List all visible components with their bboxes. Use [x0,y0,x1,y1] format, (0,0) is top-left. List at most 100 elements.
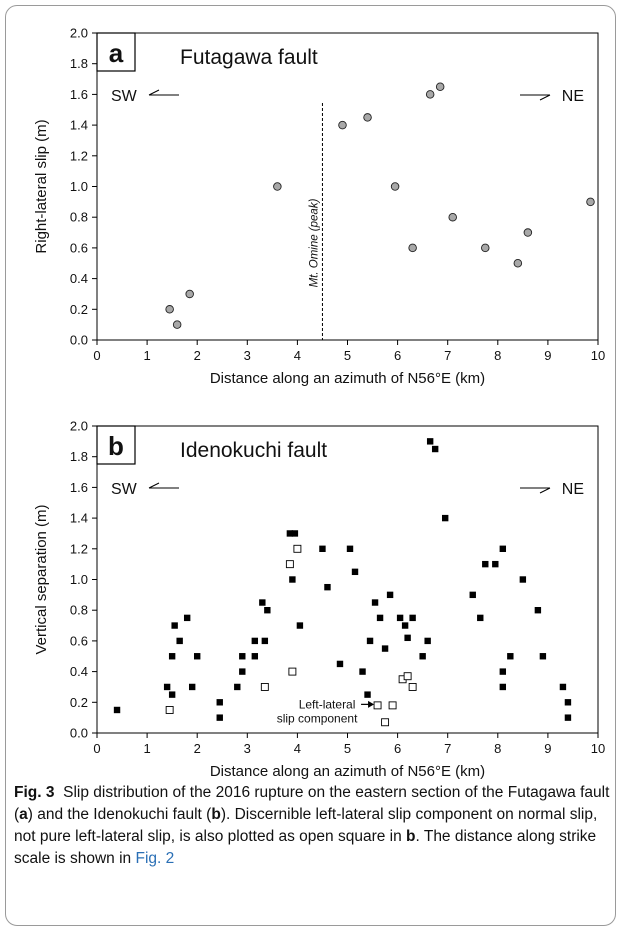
chart-panel-a: 0 1 2 3 4 5 6 7 8 9 10 0.0 0.2 0.4 0.6 0.8 1.0 1.2 1.4 1.6 1… [33,26,605,388]
x-axis-label: Distance along an azimuth of N56°E (km) [210,370,485,387]
direction-label-sw: SW [111,481,138,498]
data-point-vertical [291,530,299,537]
data-point-vertical [113,706,121,714]
data-point-slip [172,320,182,329]
y-tick-label: 1.2 [70,148,88,163]
y-tick-label: 0.8 [70,210,88,225]
data-point-vertical [346,545,354,552]
data-point-vertical [441,514,449,522]
caption-panel-b-2: b [406,828,416,845]
data-point-vertical [319,545,326,552]
panel-title: Futagawa fault [180,46,318,69]
x-tick-label: 8 [494,741,501,756]
data-point-vertical [171,622,178,629]
y-tick-label: 1.0 [70,179,88,194]
caption-text-1: Slip distribution of the 2016 rupture on… [14,784,610,823]
x-tick-label: 6 [394,741,401,756]
panel-label-box [96,32,136,72]
data-point-left-lateral [373,701,382,710]
data-point-slip [273,182,282,191]
data-point-vertical [409,614,416,622]
data-point-left-lateral [288,667,297,676]
data-point-vertical [426,438,434,445]
x-tick-label: 3 [244,741,251,756]
data-point-vertical [216,699,223,706]
data-point-vertical [539,653,547,660]
data-point-vertical [499,683,507,691]
y-tick-label: 1.8 [70,449,88,464]
data-point-slip [513,259,523,268]
caption-label: Fig. 3 [14,784,55,801]
data-point-vertical [534,607,542,614]
data-point-vertical [239,668,246,675]
data-point-vertical [482,560,489,568]
data-point-vertical [324,583,331,591]
x-axis-label: Distance along an azimuth of N56°E (km) [210,763,485,780]
data-point-vertical [289,576,296,583]
data-point-vertical [163,683,171,691]
data-point-vertical [168,653,176,660]
data-point-slip [435,82,445,91]
data-point-slip [338,120,347,130]
y-tick-label: 1.8 [70,56,88,71]
data-point-vertical [216,714,223,721]
data-point-vertical [469,591,476,599]
x-tick-label: 2 [194,741,201,756]
direction-label-ne: NE [562,481,584,498]
caption-text-2: ) and the Idenokuchi fault ( [27,806,212,823]
data-point-vertical [251,653,259,660]
data-point-vertical [499,545,507,552]
data-point-vertical [396,614,404,622]
data-point-slip [363,113,372,122]
y-tick-label: 1.2 [70,541,88,556]
data-point-slip [586,197,595,207]
data-point-slip [425,90,435,99]
x-tick-label: 6 [394,348,401,363]
data-point-vertical [371,599,379,606]
x-tick-label: 9 [544,741,551,756]
data-point-vertical [176,637,183,645]
x-tick-label: 7 [444,348,451,363]
data-point-vertical [296,622,304,629]
data-point-vertical [251,637,259,645]
x-tick-label: 7 [444,741,451,756]
panel-label: b [108,431,124,461]
data-point-vertical [492,560,499,568]
data-point-vertical [401,622,409,629]
y-axis-label: Right-lateral slip (m) [33,119,50,253]
x-tick-label: 1 [143,348,150,363]
data-point-vertical [519,576,527,583]
data-point-vertical [286,530,294,537]
data-point-vertical [188,683,196,691]
plot-area [96,32,599,341]
y-tick-label: 1.0 [70,572,88,587]
data-point-vertical [336,660,344,668]
x-tick-label: 10 [591,741,605,756]
data-point-vertical [424,637,431,645]
y-tick-label: 0.0 [70,726,88,741]
data-point-left-lateral [260,683,269,691]
caption-figure-link[interactable]: Fig. 2 [135,850,175,867]
x-tick-label: 8 [494,348,501,363]
data-point-left-lateral [403,672,412,681]
data-point-left-lateral [388,701,397,710]
data-point-slip [481,243,490,253]
data-point-vertical [419,653,426,660]
figure-frame [5,5,616,926]
y-tick-label: 0.0 [70,333,88,348]
data-point-vertical [234,683,241,691]
x-tick-label: 1 [143,741,150,756]
data-point-vertical [404,634,411,642]
y-tick-label: 0.6 [70,633,88,648]
x-tick-label: 5 [344,348,351,363]
data-point-left-lateral [293,544,302,553]
data-point-left-lateral [165,706,174,714]
direction-arrow-sw-head [148,482,160,489]
data-point-vertical [499,668,507,675]
direction-label-ne: NE [562,88,584,105]
x-tick-label: 10 [591,348,605,363]
x-tick-label: 0 [93,348,100,363]
y-tick-label: 1.4 [70,118,88,133]
y-tick-label: 0.4 [70,271,88,286]
data-point-vertical [559,683,567,691]
